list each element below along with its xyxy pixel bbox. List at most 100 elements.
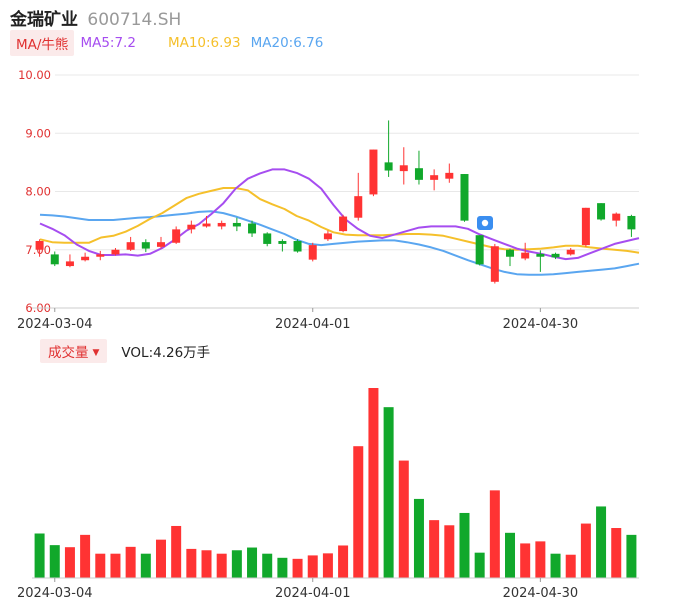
y-tick-label: 9.00: [25, 126, 51, 140]
volume-bar: [489, 490, 500, 578]
candle: [111, 248, 120, 256]
candle-body: [323, 233, 332, 240]
event-marker[interactable]: [477, 216, 493, 230]
candle-body: [430, 175, 439, 180]
ma20-legend: MA20:6.76: [250, 35, 324, 51]
stock-name: 金瑞矿业: [10, 10, 78, 30]
indicator-selector[interactable]: MA/牛熊: [10, 30, 75, 56]
volume-bar: [292, 558, 303, 578]
candle-body: [232, 222, 241, 227]
candle-body: [187, 224, 196, 230]
x-tick-label: 2024-04-01: [275, 586, 351, 601]
price-date-axis: 2024-03-04 2024-04-01 2024-04-30: [17, 307, 639, 332]
volume-bar: [580, 523, 591, 578]
candle: [248, 220, 257, 237]
candle: [263, 232, 272, 247]
ma-legend: MA/牛熊 MA5:7.2 MA10:6.93 MA20:6.76: [10, 30, 323, 56]
candle-body: [445, 172, 454, 179]
candle-body: [35, 241, 44, 250]
volume-bar: [474, 552, 485, 578]
volume-bar: [565, 554, 576, 578]
volume-bar: [231, 550, 242, 578]
candle: [156, 236, 165, 249]
volume-bar: [110, 553, 121, 578]
x-tick-label: 2024-04-30: [503, 317, 579, 332]
candle: [430, 169, 439, 191]
y-tick-label: 10.00: [18, 68, 51, 82]
volume-bar: [459, 512, 470, 578]
volume-bar: [186, 548, 197, 578]
volume-bar: [201, 550, 212, 578]
candle: [551, 252, 560, 260]
volume-bar: [34, 533, 45, 578]
candle-body: [475, 235, 484, 265]
ma5-line: [39, 168, 640, 261]
volume-indicator-selector[interactable]: 成交量 ▼: [40, 339, 108, 363]
candle: [172, 226, 181, 244]
stock-code: 600714.SH: [87, 10, 182, 30]
candle: [460, 174, 469, 222]
candle: [414, 150, 423, 185]
candle: [445, 163, 454, 183]
candle-body: [506, 249, 515, 257]
candle: [612, 212, 621, 227]
candle: [293, 239, 302, 253]
ma20-line: [39, 210, 640, 276]
candle-body: [339, 216, 348, 232]
candle-body: [81, 256, 90, 261]
candle: [202, 215, 211, 228]
candle: [581, 207, 590, 247]
candle: [384, 120, 393, 177]
price-grid: [32, 74, 639, 309]
volume-bar: [596, 506, 607, 578]
volume-bar: [125, 546, 136, 578]
candle: [232, 217, 241, 232]
volume-bar: [550, 553, 561, 578]
price-axis-labels: 10.009.008.007.006.00: [18, 68, 51, 315]
volume-bar: [505, 532, 516, 578]
candle: [126, 236, 135, 251]
candle: [187, 220, 196, 234]
stock-title: 金瑞矿业 600714.SH: [10, 5, 181, 30]
candle-body: [369, 149, 378, 195]
volume-bar: [383, 407, 394, 578]
candle-body: [293, 241, 302, 252]
candle-body: [111, 249, 120, 255]
ma10-legend: MA10:6.93: [167, 35, 241, 51]
candle-body: [414, 168, 423, 180]
candle: [354, 172, 363, 221]
volume-bar: [398, 460, 409, 578]
candle-body: [263, 233, 272, 244]
volume-bar: [338, 545, 349, 578]
candle: [399, 147, 408, 185]
candle: [35, 239, 44, 257]
volume-bar: [307, 555, 318, 578]
candle-body: [581, 207, 590, 246]
volume-bars: [34, 388, 637, 578]
volume-bar: [95, 553, 106, 578]
candle-body: [278, 241, 287, 244]
candle: [490, 243, 499, 284]
candle-body: [156, 242, 165, 247]
candle-body: [536, 253, 545, 257]
candle: [323, 230, 332, 242]
candle-body: [490, 246, 499, 282]
x-tick-label: 2024-03-04: [17, 586, 93, 601]
candle-body: [566, 249, 575, 255]
candle-body: [460, 174, 469, 221]
volume-bar: [520, 543, 531, 578]
candle-body: [248, 223, 257, 234]
volume-bar: [277, 557, 288, 578]
volume-bar: [155, 539, 166, 578]
volume-legend: 成交量 ▼ VOL:4.26万手: [40, 339, 210, 363]
candle-body: [521, 252, 530, 259]
x-tick-label: 2024-04-01: [275, 317, 351, 332]
candle-body: [217, 222, 226, 227]
volume-bar: [216, 553, 227, 578]
candle: [566, 248, 575, 256]
y-tick-label: 8.00: [25, 185, 51, 199]
candle: [339, 214, 348, 233]
volume-bar: [626, 534, 637, 578]
candle: [536, 250, 545, 272]
